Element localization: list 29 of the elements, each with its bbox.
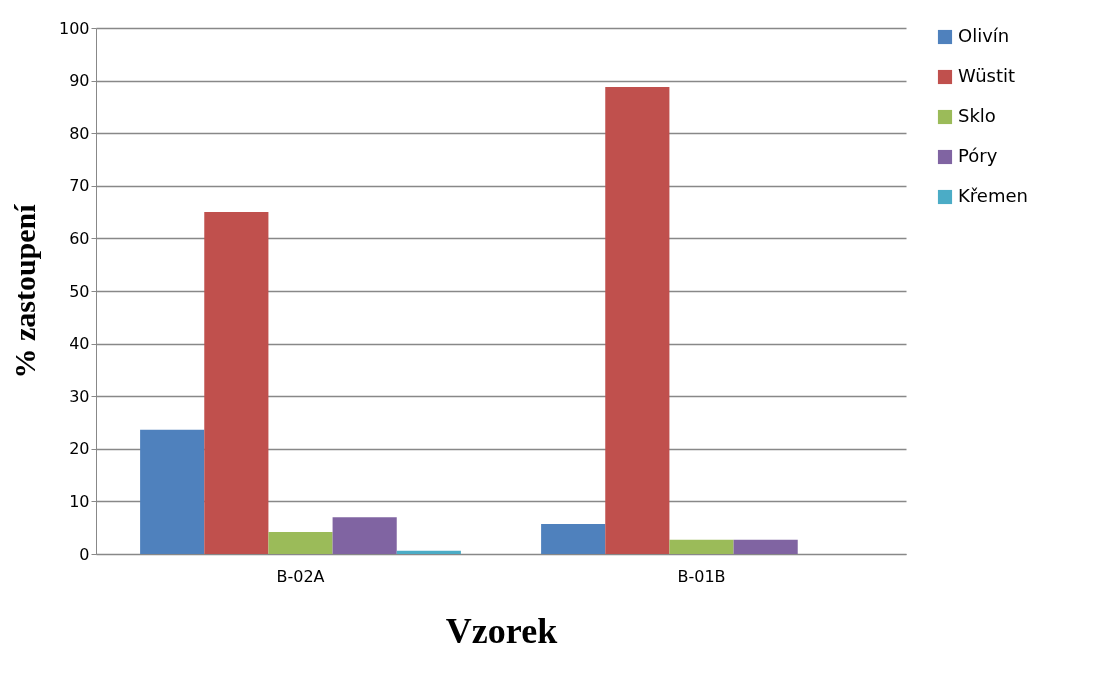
legend-label: Póry — [958, 145, 998, 166]
legend-label: Křemen — [958, 185, 1028, 206]
bar — [268, 531, 333, 554]
bar — [332, 517, 397, 554]
y-tick-label: 100 — [58, 18, 90, 38]
y-tick-label: 50 — [69, 281, 90, 301]
y-axis-title: % zastoupení — [7, 203, 41, 379]
y-tick-label: 70 — [69, 176, 90, 196]
legend-label: Olivín — [958, 25, 1010, 46]
y-tick-label: 90 — [69, 71, 90, 91]
y-tick-label: 10 — [69, 491, 90, 511]
bar — [396, 550, 461, 554]
x-tick-label: B-01B — [677, 566, 726, 586]
bar — [140, 429, 205, 554]
y-tick-label: 80 — [69, 123, 90, 143]
y-tick-label: 20 — [69, 439, 90, 459]
bar — [669, 539, 734, 554]
legend-label: Sklo — [958, 105, 996, 126]
legend-label: Wüstit — [958, 65, 1016, 86]
x-tick-label: B-02A — [276, 566, 325, 586]
y-tick-label: 0 — [79, 544, 90, 564]
y-tick-label: 30 — [69, 386, 90, 406]
bar — [733, 539, 798, 554]
bar — [605, 86, 670, 554]
bar — [204, 212, 269, 554]
y-tick-label: 60 — [69, 228, 90, 248]
y-tick-label: 40 — [69, 334, 90, 354]
bar — [541, 524, 606, 554]
x-axis-title: Vzorek — [445, 610, 558, 651]
